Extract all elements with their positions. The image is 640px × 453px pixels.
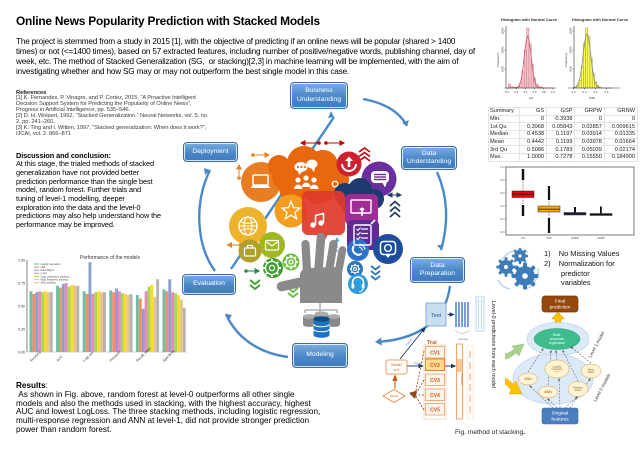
svg-text:0.5: 0.5 <box>605 90 609 94</box>
svg-text:0.4: 0.4 <box>594 90 598 94</box>
svg-text:0.6: 0.6 <box>500 192 504 195</box>
svg-text:CV2: CV2 <box>430 363 440 369</box>
svg-text:cv2: cv2 <box>394 368 400 372</box>
svg-text:0.75: 0.75 <box>18 281 25 285</box>
svg-text:5000: 5000 <box>569 66 573 72</box>
svg-text:Test: Test <box>431 313 442 319</box>
svg-text:CV4: CV4 <box>430 393 440 399</box>
svg-text:forest: forest <box>575 388 582 392</box>
svg-text:Rand: Rand <box>588 368 595 372</box>
svg-text:0.2: 0.2 <box>500 218 504 221</box>
svg-text:Level 1 model: Level 1 model <box>587 331 605 359</box>
svg-text:ANN: ANN <box>544 390 552 394</box>
svg-text:0.25: 0.25 <box>18 327 25 331</box>
svg-text:regressio: regressio <box>552 367 563 371</box>
svg-text:1.0: 1.0 <box>551 90 555 94</box>
svg-text:GS: GS <box>529 96 533 100</box>
svg-text:n +: n + <box>555 371 559 374</box>
svg-text:prediction: prediction <box>550 305 571 311</box>
svg-text:LogLoss: LogLoss <box>82 351 94 363</box>
svg-text:0.2: 0.2 <box>514 90 518 94</box>
svg-text:features: features <box>551 417 569 423</box>
svg-text:LDA: LDA <box>41 266 46 269</box>
svg-text:GS: GS <box>521 237 525 240</box>
svg-text:Logis_regression_stacking: Logis_regression_stacking <box>41 275 70 278</box>
svg-text:Frequency: Frequency <box>564 52 568 67</box>
svg-text:Multi_Response_stacking: Multi_Response_stacking <box>41 279 69 282</box>
svg-text:Level-0 predictions from each: Level-0 predictions from each model <box>490 301 496 388</box>
svg-text:training: training <box>390 395 399 398</box>
svg-text:forest: forest <box>588 370 595 374</box>
svg-text:10000: 10000 <box>569 46 573 54</box>
svg-text:15000: 15000 <box>569 27 573 35</box>
svg-text:AUC: AUC <box>56 354 64 362</box>
svg-text:CV1: CV1 <box>430 351 440 357</box>
svg-text:5000: 5000 <box>501 66 505 72</box>
svg-text:0.0: 0.0 <box>505 90 509 94</box>
svg-text:0.6: 0.6 <box>533 90 537 94</box>
svg-text:CV5: CV5 <box>430 408 440 414</box>
svg-text:Performance of the models: Performance of the models <box>80 255 141 261</box>
svg-text:0.8: 0.8 <box>500 179 504 182</box>
svg-text:0.0: 0.0 <box>500 231 504 234</box>
svg-text:CV3: CV3 <box>430 378 440 384</box>
svg-text:Model: Model <box>391 363 401 367</box>
svg-text:GRPW: GRPW <box>571 237 579 240</box>
svg-text:0.4: 0.4 <box>500 205 504 208</box>
svg-text:Multi-: Multi- <box>553 333 562 337</box>
svg-text:1.00: 1.00 <box>18 258 25 262</box>
svg-text:Logistic: Logistic <box>553 364 562 368</box>
svg-text:0.00: 0.00 <box>18 350 25 354</box>
svg-text:Original: Original <box>552 411 569 417</box>
svg-text:Predict: Predict <box>414 362 422 366</box>
svg-text:response: response <box>550 337 564 341</box>
svg-text:Trai: Trai <box>427 340 437 346</box>
svg-text:0.3: 0.3 <box>583 90 587 94</box>
svg-text:ANN: ANN <box>524 377 532 381</box>
svg-text:GSP: GSP <box>546 237 551 240</box>
svg-text:10000: 10000 <box>501 46 505 54</box>
svg-text:Frequency: Frequency <box>496 52 500 67</box>
svg-text:Histogram with Normal Curve: Histogram with Normal Curve <box>572 17 629 22</box>
svg-text:Final: Final <box>555 299 565 305</box>
svg-text:Combine: Combine <box>460 373 464 385</box>
svg-text:CART: CART <box>41 272 48 275</box>
svg-text:0.8: 0.8 <box>542 90 546 94</box>
svg-text:ANN_stacking: ANN_stacking <box>41 282 57 285</box>
svg-text:0.50: 0.50 <box>18 304 25 308</box>
svg-text:regression: regression <box>549 341 565 345</box>
svg-text:average: average <box>458 337 468 341</box>
svg-text:Random: Random <box>573 386 583 390</box>
svg-text:GRNW: GRNW <box>597 237 605 240</box>
svg-text:1.0: 1.0 <box>500 166 504 169</box>
svg-text:15000: 15000 <box>501 27 505 35</box>
svg-text:Naive Bayes: Naive Bayes <box>41 269 55 272</box>
svg-text:0.4: 0.4 <box>523 90 527 94</box>
svg-text:Logistic regression: Logistic regression <box>41 263 62 266</box>
svg-text:0.2: 0.2 <box>572 90 576 94</box>
svg-text:Histogram with Normal Curve: Histogram with Normal Curve <box>501 17 558 22</box>
svg-text:Predict: Predict <box>405 338 413 347</box>
svg-text:GSP: GSP <box>589 96 595 100</box>
